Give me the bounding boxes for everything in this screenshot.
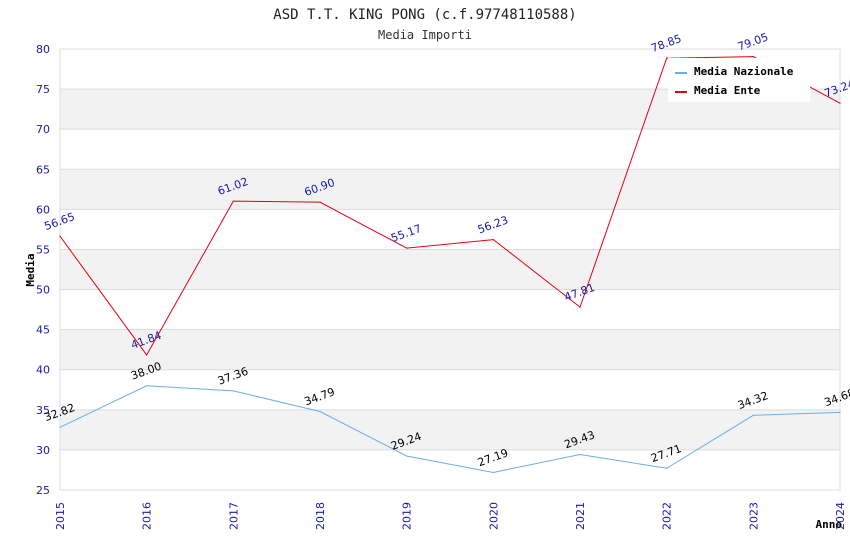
- data-point: [319, 201, 321, 203]
- data-point: [146, 385, 148, 387]
- data-point: [406, 247, 408, 249]
- y-tick-label: 55: [36, 243, 50, 256]
- data-point: [146, 354, 148, 356]
- y-tick-label: 35: [36, 404, 50, 417]
- grid-band: [60, 249, 840, 290]
- x-axis-title: Anno: [816, 518, 843, 531]
- grid-band: [60, 329, 840, 370]
- data-point: [752, 414, 754, 416]
- y-tick-label: 45: [36, 324, 50, 337]
- data-point: [752, 56, 754, 58]
- x-tick-label: 2016: [141, 502, 154, 530]
- data-point: [319, 410, 321, 413]
- x-tick-label: 2015: [54, 502, 67, 530]
- x-axis: 2015 2016 2017 2018 2019 2020 2021 2022 2023 2024: [54, 502, 847, 530]
- data-point: [666, 467, 668, 469]
- y-tick-label: 60: [36, 203, 50, 216]
- x-tick-label: 2024: [834, 502, 847, 530]
- y-tick-label: 65: [36, 163, 50, 176]
- data-point: [839, 411, 841, 413]
- data-point: [232, 200, 234, 202]
- data-point: [492, 471, 494, 474]
- y-tick-label: 40: [36, 364, 50, 377]
- data-point: [59, 426, 61, 428]
- y-axis-title: Media: [24, 253, 37, 286]
- legend: Media Nazionale Media Ente: [668, 58, 810, 102]
- data-point: [232, 390, 234, 392]
- y-tick-label: 70: [36, 123, 50, 136]
- plot-border: [59, 48, 841, 491]
- x-tick-label: 2017: [227, 502, 240, 530]
- x-tick-label: 2018: [314, 502, 327, 530]
- data-label: 56.23: [476, 213, 510, 236]
- grid-band: [60, 169, 840, 210]
- grid-bands: [60, 89, 840, 450]
- chart-subtitle: Media Importi: [378, 28, 472, 42]
- y-axis: 25 30 35 40 45 50 55 60 65 70 75 80: [36, 43, 50, 497]
- data-point: [666, 57, 668, 59]
- data-label: 34.32: [736, 389, 770, 412]
- data-point: [579, 306, 581, 308]
- x-tick-label: 2019: [401, 502, 414, 530]
- x-tick-label: 2021: [574, 502, 587, 530]
- data-point: [59, 235, 61, 237]
- x-tick-label: 2020: [487, 502, 500, 530]
- data-label: 34.79: [303, 385, 337, 408]
- data-point: [492, 238, 494, 241]
- data-label: 55.17: [389, 222, 423, 245]
- legend-label-media-ente: Media Ente: [694, 84, 761, 97]
- legend-label-media-nazionale: Media Nazionale: [694, 65, 794, 78]
- y-tick-label: 50: [36, 284, 50, 297]
- data-label: 34.68: [823, 386, 850, 409]
- x-tick-label: 2023: [747, 502, 760, 530]
- y-tick-label: 80: [36, 43, 50, 56]
- data-point: [839, 102, 841, 104]
- data-point: [406, 455, 408, 457]
- x-tick-label: 2022: [661, 502, 674, 530]
- grid-band: [60, 409, 840, 450]
- series-line: [59, 385, 841, 473]
- data-point: [579, 453, 581, 456]
- chart-title: ASD T.T. KING PONG (c.f.97748110588): [273, 7, 576, 23]
- legend-box: [668, 58, 810, 102]
- y-tick-label: 25: [36, 484, 50, 497]
- y-tick-label: 30: [36, 444, 50, 457]
- series-line: [59, 56, 841, 356]
- data-label: 78.85: [649, 32, 683, 55]
- y-tick-label: 75: [36, 83, 50, 96]
- data-label: 79.05: [736, 30, 770, 53]
- data-label: 73.24: [823, 77, 850, 100]
